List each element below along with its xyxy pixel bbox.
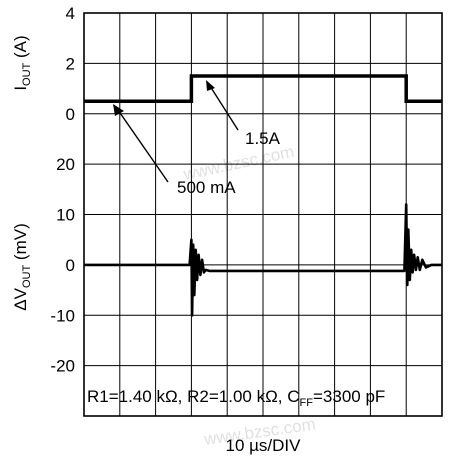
top-y-tick-label: 0 bbox=[66, 105, 75, 124]
top-y-tick-label: 2 bbox=[66, 54, 75, 73]
series-dvout-line bbox=[84, 203, 442, 317]
annotation-500ma-arrowhead bbox=[113, 104, 124, 116]
conditions-text: R1=1.40 kΩ, R2=1.00 kΩ, CFF=3300 pF bbox=[87, 387, 385, 409]
annotation-500ma: 500 mA bbox=[113, 104, 236, 197]
x-axis-label: 10 µs/DIV bbox=[226, 436, 302, 455]
annotation-1p5a-arrow bbox=[209, 85, 239, 131]
annotation-1p5a-arrowhead bbox=[206, 80, 215, 91]
series-iout-line bbox=[84, 74, 442, 103]
bottom-y-axis-title: ΔVOUT (mV) bbox=[11, 223, 33, 310]
top-y-axis-title: IOUT (A) bbox=[11, 35, 33, 90]
bottom-y-tick-label: 10 bbox=[56, 206, 75, 225]
top-y-tick-label: 4 bbox=[66, 4, 75, 23]
series-layer bbox=[84, 74, 442, 317]
annotation-1p5a: 1.5A bbox=[206, 80, 281, 148]
bottom-y-tick-label: 0 bbox=[66, 256, 75, 275]
bottom-y-tick-label: -10 bbox=[50, 306, 75, 325]
bottom-y-tick-label: -20 bbox=[50, 357, 75, 376]
annotation-500ma-label: 500 mA bbox=[177, 178, 236, 197]
bottom-y-tick-label: 20 bbox=[56, 155, 75, 174]
grid bbox=[84, 13, 442, 416]
annotation-1p5a-label: 1.5A bbox=[245, 129, 281, 148]
annotation-500ma-arrow bbox=[117, 109, 169, 183]
